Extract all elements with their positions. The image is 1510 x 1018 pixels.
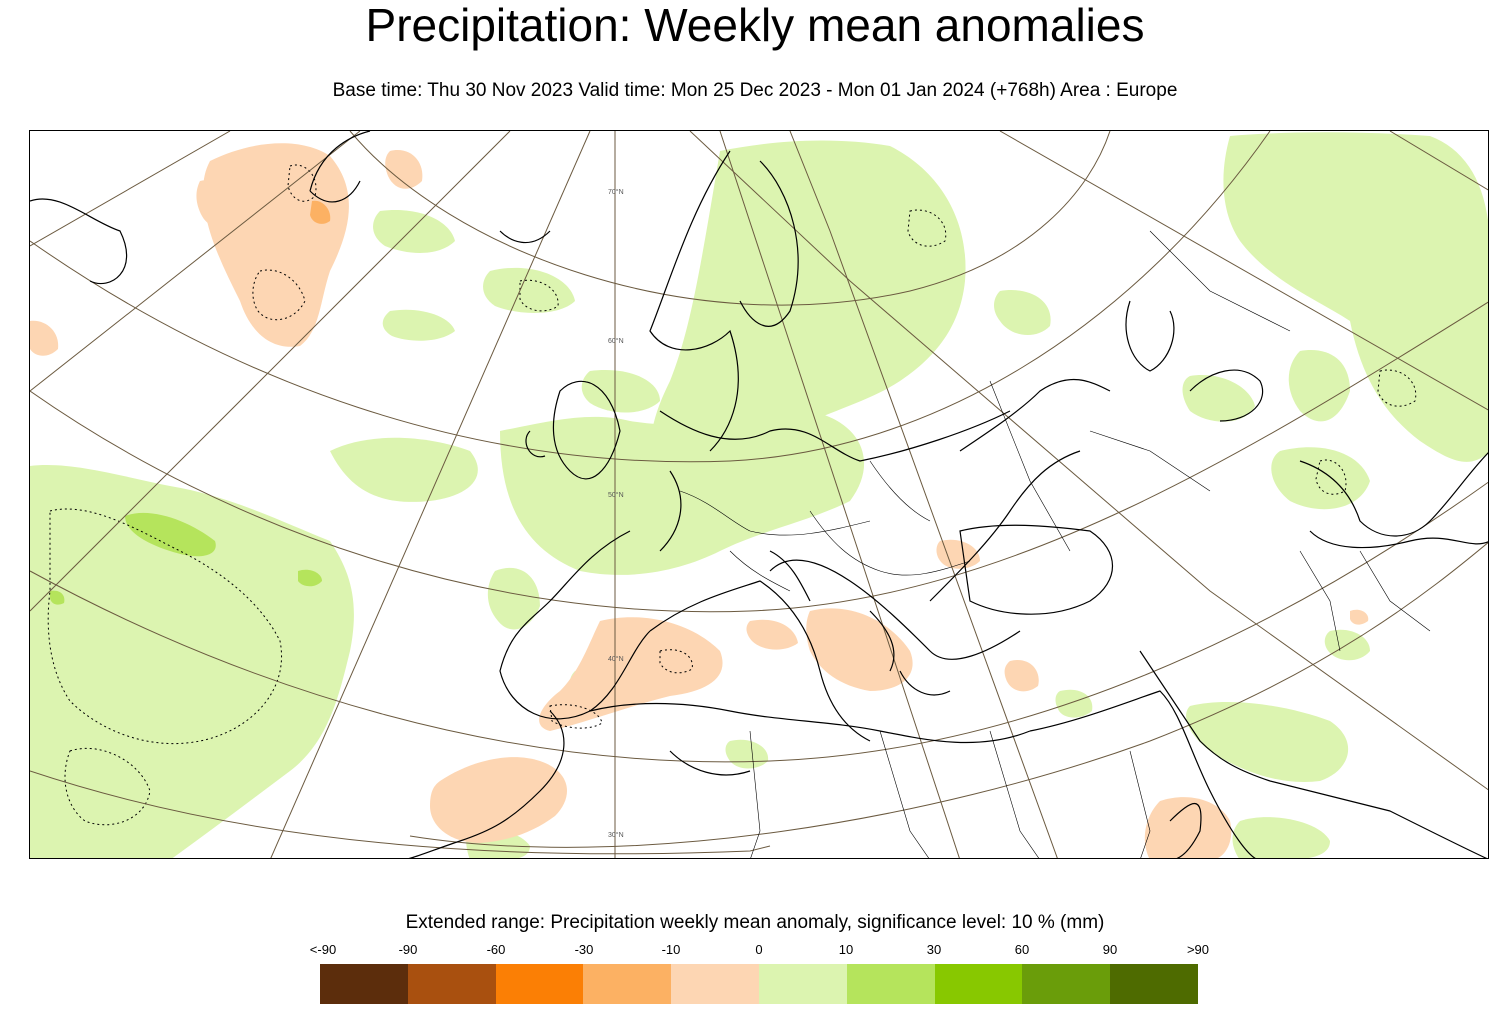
legend-tick-label: <-90: [309, 942, 337, 957]
strong-positive-anomaly-areas: [50, 512, 322, 605]
legend-swatch: [1110, 964, 1198, 1004]
legend-tick-label: 60: [1014, 942, 1030, 957]
legend-color-bar: [320, 964, 1198, 1004]
legend-swatch: [583, 964, 672, 1004]
europe-map: 70°N 60°N 50°N 40°N 30°N: [30, 131, 1488, 858]
legend-tick-label: >90: [1186, 942, 1210, 957]
map-title: Precipitation: Weekly mean anomalies: [365, 0, 1145, 51]
legend-tick-label: 90: [1102, 942, 1118, 957]
legend-swatch: [671, 964, 759, 1004]
map-panel: 70°N 60°N 50°N 40°N 30°N: [29, 130, 1489, 859]
legend-tick-label: -60: [486, 942, 506, 957]
lat-label-50n: 50°N: [608, 491, 624, 499]
legend-tick-label: 10: [838, 942, 854, 957]
legend-swatch: [495, 964, 584, 1004]
legend-tick-label: -90: [398, 942, 418, 957]
legend-title: Extended range: Precipitation weekly mea…: [405, 912, 1105, 933]
legend-swatch: [758, 964, 847, 1004]
lat-label-60n: 60°N: [608, 337, 624, 345]
legend-swatch: [320, 964, 408, 1004]
legend-swatch: [407, 964, 496, 1004]
positive-anomaly-areas: [30, 132, 1488, 858]
legend-tick-label: 0: [755, 942, 763, 957]
map-subtitle: Base time: Thu 30 Nov 2023 Valid time: M…: [332, 80, 1178, 101]
country-borders: [679, 230, 1431, 858]
lat-label-30n: 30°N: [608, 831, 624, 839]
legend-tick-label: -10: [661, 942, 681, 957]
significance-contours: [47, 164, 1417, 826]
legend-tick-label: 30: [926, 942, 942, 957]
legend-swatch: [934, 964, 1023, 1004]
lat-label-70n: 70°N: [608, 188, 624, 196]
legend-tick-label: -30: [574, 942, 594, 957]
lat-label-40n: 40°N: [608, 655, 624, 663]
coastlines: [30, 131, 1488, 858]
legend-swatch: [846, 964, 935, 1004]
legend-tick-labels: <-90 -90 -60 -30 -10 0 10 30 60 90 >90: [276, 942, 1242, 958]
legend-swatch: [1022, 964, 1111, 1004]
moderate-negative-anomaly-areas: [310, 200, 331, 224]
